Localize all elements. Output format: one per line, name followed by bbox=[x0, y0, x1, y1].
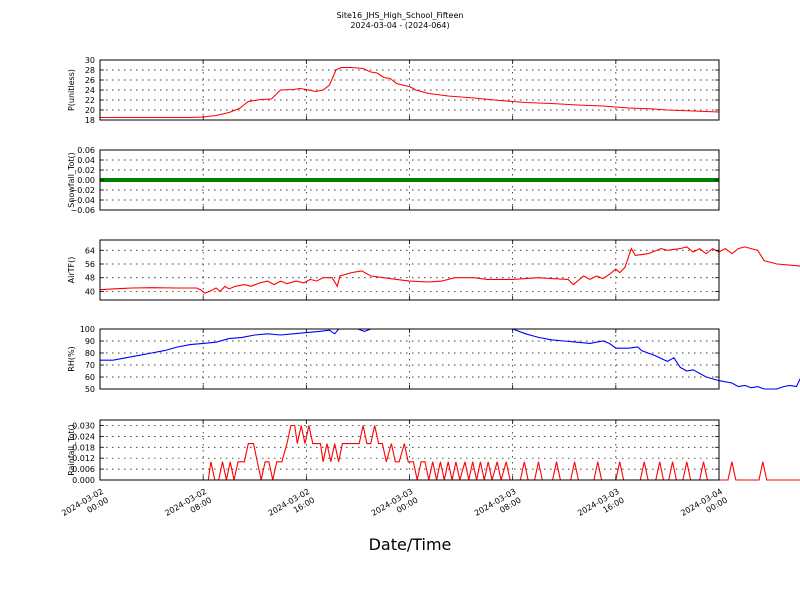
y-tick-label: 0.018 bbox=[72, 443, 95, 452]
y-tick-label: 0.000 bbox=[72, 476, 95, 485]
x-axis-label: Date/Time bbox=[369, 535, 452, 554]
y-tick-label: 0.00 bbox=[77, 176, 95, 185]
rh-ylabel: RH(%) bbox=[67, 346, 76, 371]
y-tick-label: 48 bbox=[85, 274, 95, 283]
y-tick-label: 80 bbox=[85, 349, 95, 358]
y-tick-label: 70 bbox=[85, 361, 95, 370]
y-tick-label: −0.04 bbox=[70, 196, 95, 205]
airtf-ylabel: AirTF() bbox=[67, 257, 76, 284]
y-tick-label: −0.02 bbox=[70, 186, 95, 195]
y-tick-label: 20 bbox=[85, 106, 95, 115]
y-tick-label: 28 bbox=[85, 66, 95, 75]
y-tick-label: 24 bbox=[85, 86, 95, 95]
y-tick-label: 0.04 bbox=[77, 156, 95, 165]
y-tick-label: 22 bbox=[85, 96, 95, 105]
rainfall-series-line bbox=[100, 424, 800, 481]
chart-title: Site16_JHS_High_School_Fifteen bbox=[336, 11, 464, 20]
chart-subtitle: 2024-03-04 - (2024-064) bbox=[350, 21, 450, 30]
y-tick-label: 0.024 bbox=[72, 432, 95, 441]
y-tick-label: 18 bbox=[85, 116, 95, 125]
y-tick-label: 50 bbox=[85, 385, 95, 394]
y-tick-label: −0.06 bbox=[70, 206, 95, 215]
y-tick-label: 0.02 bbox=[77, 166, 95, 175]
y-tick-label: 60 bbox=[85, 373, 95, 382]
y-tick-label: 100 bbox=[80, 325, 95, 334]
rh-series-line bbox=[100, 328, 800, 390]
snowfall-ylabel: Snowfall_Tot() bbox=[67, 152, 76, 208]
y-tick-label: 90 bbox=[85, 337, 95, 346]
p-series-line bbox=[100, 66, 720, 119]
p-ylabel: P(unitless) bbox=[67, 69, 76, 111]
y-tick-label: 26 bbox=[85, 76, 95, 85]
y-tick-label: 30 bbox=[85, 56, 95, 65]
y-tick-label: 40 bbox=[85, 287, 95, 296]
y-tick-label: 64 bbox=[85, 246, 95, 255]
rainfall-ylabel: Rainfall_Tot() bbox=[67, 424, 76, 476]
y-tick-label: 0.030 bbox=[72, 421, 95, 430]
y-tick-label: 0.012 bbox=[72, 454, 95, 463]
y-tick-label: 0.006 bbox=[72, 465, 95, 474]
y-tick-label: 56 bbox=[85, 260, 95, 269]
airtf-series-line bbox=[99, 246, 800, 294]
y-tick-label: 0.06 bbox=[77, 146, 95, 155]
